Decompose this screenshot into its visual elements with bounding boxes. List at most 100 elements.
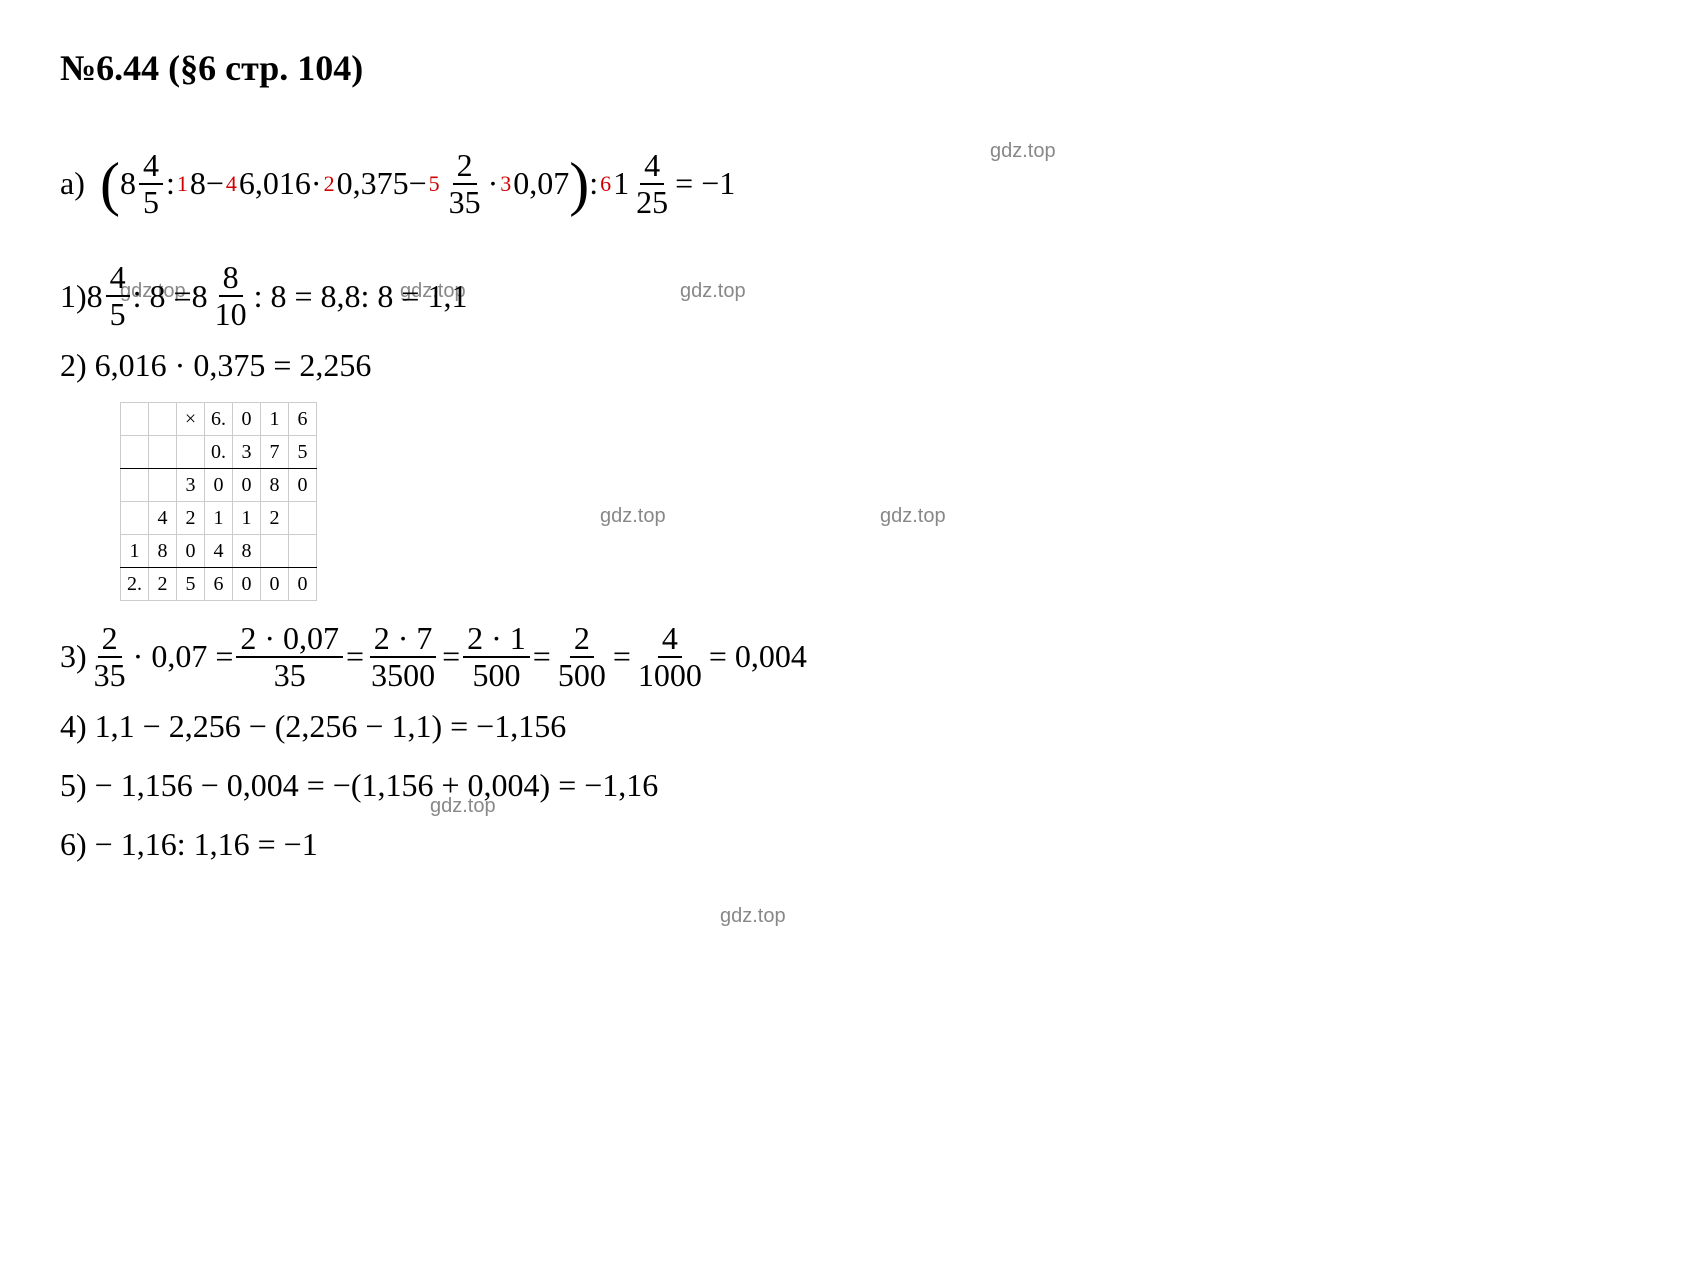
denominator: 3500 (367, 658, 439, 693)
operator: · (488, 158, 499, 209)
denominator: 35 (270, 658, 310, 693)
step-superscript: 4 (226, 166, 237, 201)
table-cell: 2 (261, 501, 289, 534)
page-title: №6.44 (§6 стр. 104) (60, 40, 1647, 98)
text: · 0,07 = (133, 631, 234, 682)
table-cell: 0 (177, 534, 205, 567)
fraction: 4 5 (139, 148, 163, 220)
fraction: 2 35 (445, 148, 485, 220)
numerator: 4 (658, 621, 682, 658)
result: = −1 (675, 158, 735, 209)
table-cell: 0 (233, 402, 261, 435)
table-cell (121, 402, 149, 435)
table-cell: 1 (261, 402, 289, 435)
table-cell: 8 (233, 534, 261, 567)
open-paren: ( (100, 160, 120, 208)
denominator: 5 (106, 297, 130, 332)
table-cell: 0 (289, 468, 317, 501)
fraction: 2 · 7 3500 (367, 621, 439, 693)
step-2: 2) 6,016 · 0,375 = 2,256 (60, 340, 1647, 391)
term: 8 (120, 158, 136, 209)
table-cell (177, 435, 205, 468)
table-cell (121, 501, 149, 534)
table-cell: 0 (261, 567, 289, 600)
fraction: 4 1000 (634, 621, 706, 693)
denominator: 35 (445, 185, 485, 220)
step-5: 5) − 1,156 − 0,004 = −(1,156 + 0,004) = … (60, 760, 1647, 811)
text: : 8 = (133, 271, 192, 322)
watermark: gdz.top (600, 500, 666, 532)
table-cell: 0 (233, 468, 261, 501)
text: : 8 = 8,8: 8 = 1,1 (254, 271, 468, 322)
denominator: 10 (211, 297, 251, 332)
multiplication-workings: ×6.0160.3753008042112180482.256000 (120, 402, 317, 601)
step-superscript: 6 (600, 166, 611, 201)
item-label: а) (60, 158, 100, 209)
numerator: 2 (98, 621, 122, 658)
term: 1 (613, 158, 629, 209)
fraction: 4 5 (106, 260, 130, 332)
table-cell: 6. (205, 402, 233, 435)
table-cell (261, 534, 289, 567)
operator: : (589, 158, 598, 209)
text: 4) 1,1 − 2,256 − (2,256 − 1,1) = −1,156 (60, 701, 566, 752)
numerator: 2 (453, 148, 477, 185)
term: 6,016 (239, 158, 311, 209)
close-paren: ) (569, 160, 589, 208)
operator: − (409, 158, 427, 209)
denominator: 35 (90, 658, 130, 693)
denominator: 500 (468, 658, 524, 693)
numerator: 2 · 7 (370, 621, 437, 658)
table-cell: 2 (149, 567, 177, 600)
numerator: 4 (139, 148, 163, 185)
table-cell: 4 (149, 501, 177, 534)
step-3: 3) 2 35 · 0,07 = 2 · 0,07 35 = 2 · 7 350… (60, 621, 1647, 693)
table-cell: 8 (261, 468, 289, 501)
table-cell: 2 (177, 501, 205, 534)
step-superscript: 3 (500, 166, 511, 201)
denominator: 500 (554, 658, 610, 693)
table-cell: 6 (289, 402, 317, 435)
step-superscript: 1 (177, 166, 188, 201)
term: 8 (192, 271, 208, 322)
table-cell: 0 (205, 468, 233, 501)
watermark: gdz.top (720, 900, 786, 932)
table-cell: 5 (177, 567, 205, 600)
table-cell: 3 (177, 468, 205, 501)
main-expression: а) ( 8 4 5 : 1 8 − 4 6,016 · 2 0,375 − 5… (60, 148, 1647, 220)
numerator: 2 (570, 621, 594, 658)
fraction: 2 · 0,07 35 (236, 621, 343, 693)
text: = (442, 631, 460, 682)
table-cell: 0. (205, 435, 233, 468)
step-superscript: 5 (429, 166, 440, 201)
table-cell (121, 468, 149, 501)
table-cell: 0 (289, 567, 317, 600)
fraction: 2 · 1 500 (463, 621, 530, 693)
table-cell (289, 534, 317, 567)
table-cell (289, 501, 317, 534)
step-6: 6) − 1,16: 1,16 = −1 (60, 819, 1647, 870)
table-cell: 1 (205, 501, 233, 534)
table-cell: 6 (205, 567, 233, 600)
term: 0,07 (513, 158, 569, 209)
numerator: 4 (640, 148, 664, 185)
table-cell (121, 435, 149, 468)
denominator: 25 (632, 185, 672, 220)
text: = (533, 631, 551, 682)
table-cell: 2. (121, 567, 149, 600)
term: 8 (190, 158, 206, 209)
operator: − (206, 158, 224, 209)
table-cell (149, 468, 177, 501)
text: = 0,004 (709, 631, 807, 682)
table-cell (149, 435, 177, 468)
table-cell: × (177, 402, 205, 435)
fraction: 8 10 (211, 260, 251, 332)
denominator: 1000 (634, 658, 706, 693)
table-cell: 3 (233, 435, 261, 468)
denominator: 5 (139, 185, 163, 220)
table-cell: 0 (233, 567, 261, 600)
fraction: 4 25 (632, 148, 672, 220)
step-1: 1) 8 4 5 : 8 = 8 8 10 : 8 = 8,8: 8 = 1,1 (60, 260, 1647, 332)
step-label: 1) (60, 271, 87, 322)
table-cell: 4 (205, 534, 233, 567)
